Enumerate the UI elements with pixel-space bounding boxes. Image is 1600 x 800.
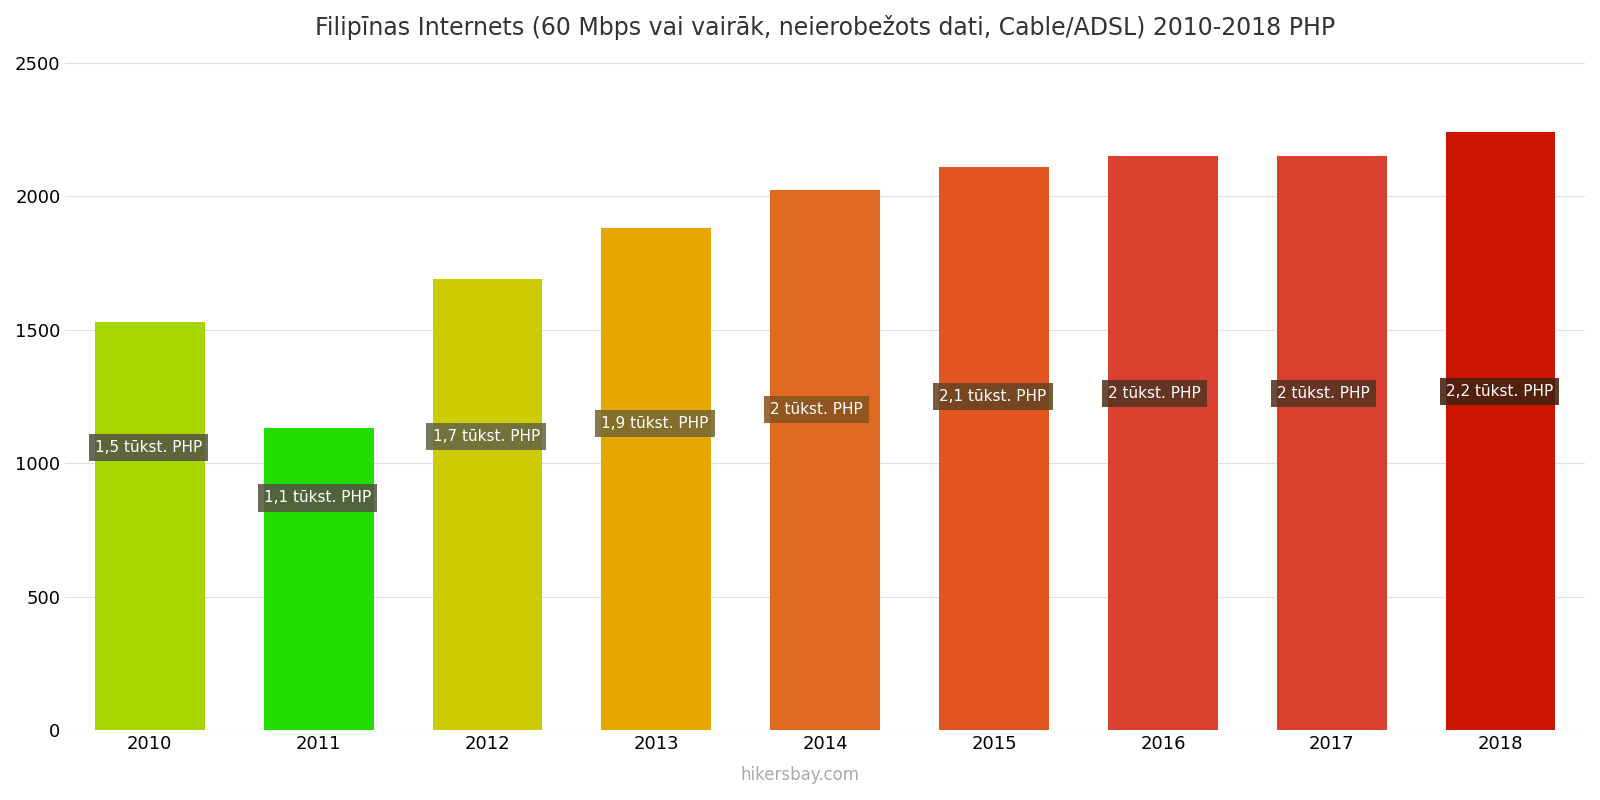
- Bar: [264, 429, 373, 730]
- Bar: [602, 228, 712, 730]
- Text: hikersbay.com: hikersbay.com: [741, 766, 859, 784]
- Bar: [1109, 156, 1218, 730]
- Text: 1,1 tūkst. PHP: 1,1 tūkst. PHP: [264, 490, 371, 506]
- Bar: [1277, 156, 1387, 730]
- Text: 1,5 tūkst. PHP: 1,5 tūkst. PHP: [94, 440, 202, 454]
- Bar: [94, 322, 205, 730]
- Text: 2,2 tūkst. PHP: 2,2 tūkst. PHP: [1446, 384, 1554, 398]
- Text: 2 tūkst. PHP: 2 tūkst. PHP: [1109, 386, 1200, 402]
- Text: 1,7 tūkst. PHP: 1,7 tūkst. PHP: [432, 429, 539, 444]
- Text: 1,9 tūkst. PHP: 1,9 tūkst. PHP: [602, 416, 709, 430]
- Bar: [432, 279, 542, 730]
- Bar: [770, 190, 880, 730]
- Text: 2 tūkst. PHP: 2 tūkst. PHP: [1277, 386, 1370, 402]
- Title: Filipīnas Internets (60 Mbps vai vairāk, neierobežots dati, Cable/ADSL) 2010-201: Filipīnas Internets (60 Mbps vai vairāk,…: [315, 15, 1336, 40]
- Text: 2 tūkst. PHP: 2 tūkst. PHP: [770, 402, 862, 418]
- Bar: [939, 167, 1050, 730]
- Bar: [1446, 132, 1555, 730]
- Text: 2,1 tūkst. PHP: 2,1 tūkst. PHP: [939, 389, 1046, 404]
